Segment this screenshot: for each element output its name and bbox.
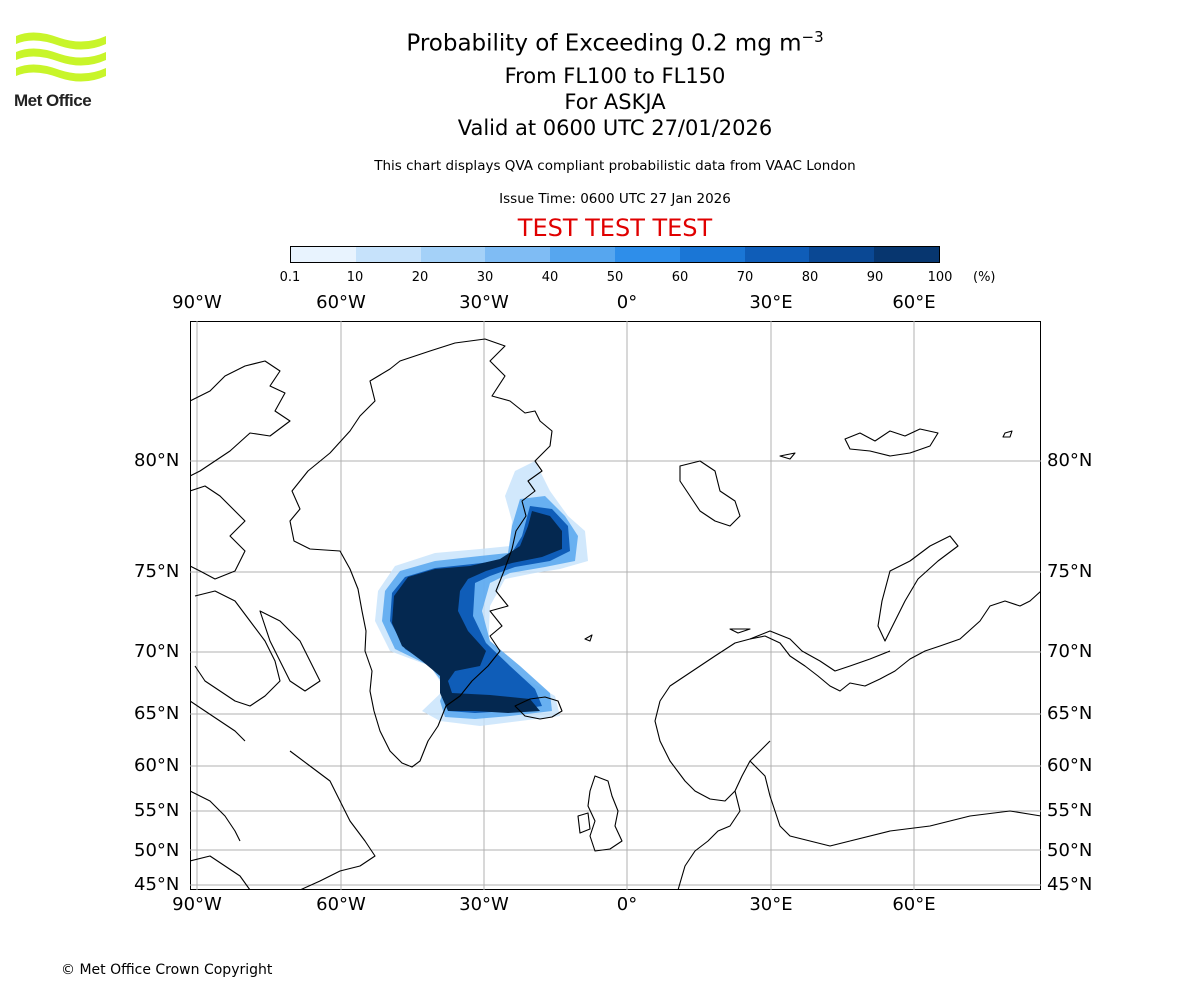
colorbar-tick-label: 90 — [866, 270, 884, 285]
chart-title: Probability of Exceeding 0.2 mg m−3 — [0, 28, 1200, 57]
top-longitude-label: 60°W — [316, 292, 366, 313]
top-longitude-label: 30°W — [459, 292, 509, 313]
colorbar-tick-label: 10 — [346, 270, 364, 285]
bottom-longitude-label: 60°E — [892, 894, 936, 915]
colorbar-swatch — [679, 247, 745, 262]
right-latitude-label: 60°N — [1047, 755, 1093, 776]
copyright-notice: © Met Office Crown Copyright — [61, 962, 273, 978]
colorbar-swatch — [355, 247, 421, 262]
colorbar-tick-label: 20 — [411, 270, 429, 285]
test-banner: TEST TEST TEST — [517, 214, 713, 242]
bottom-longitude-label: 0° — [616, 894, 638, 915]
right-latitude-label: 70°N — [1047, 641, 1093, 662]
colorbar-tick-label: 0.1 — [279, 270, 301, 285]
colorbar-swatch — [550, 247, 615, 262]
colorbar-swatch — [614, 247, 680, 262]
title-text: Probability of Exceeding 0.2 mg m — [406, 30, 802, 57]
colorbar-swatch — [485, 247, 551, 262]
ash-probability-map — [190, 321, 1041, 890]
colorbar-tick-label: 80 — [801, 270, 819, 285]
right-latitude-label: 65°N — [1047, 703, 1093, 724]
colorbar-tick-label: 100 — [927, 270, 953, 285]
left-latitude-label: 75°N — [134, 561, 180, 582]
volcano-name: For ASKJA — [564, 90, 666, 114]
colorbar-tick-label: 40 — [541, 270, 559, 285]
colorbar-tick-label: 30 — [476, 270, 494, 285]
left-latitude-label: 65°N — [134, 703, 180, 724]
left-latitude-label: 45°N — [134, 874, 180, 895]
right-latitude-label: 75°N — [1047, 561, 1093, 582]
top-longitude-label: 0° — [616, 292, 638, 313]
bottom-longitude-label: 30°E — [749, 894, 793, 915]
colorbar-swatch — [291, 247, 356, 262]
right-latitude-label: 50°N — [1047, 840, 1093, 861]
colorbar-tick-label: 70 — [736, 270, 754, 285]
top-longitude-label: 90°W — [172, 292, 222, 313]
coastlines — [190, 338, 1041, 890]
colorbar-swatch — [744, 247, 810, 262]
met-office-logo — [16, 32, 106, 82]
left-latitude-label: 70°N — [134, 641, 180, 662]
title-exponent: −3 — [801, 28, 824, 46]
left-latitude-label: 55°N — [134, 800, 180, 821]
right-latitude-label: 80°N — [1047, 450, 1093, 471]
valid-time: Valid at 0600 UTC 27/01/2026 — [457, 116, 773, 140]
bottom-longitude-label: 90°W — [172, 894, 222, 915]
bottom-longitude-label: 30°W — [459, 894, 509, 915]
colorbar-tick-label: 50 — [606, 270, 624, 285]
colorbar-swatch — [874, 247, 939, 262]
colorbar-swatch — [420, 247, 486, 262]
left-latitude-label: 60°N — [134, 755, 180, 776]
left-latitude-label: 80°N — [134, 450, 180, 471]
right-latitude-label: 55°N — [1047, 800, 1093, 821]
top-longitude-label: 30°E — [749, 292, 793, 313]
graticule — [190, 321, 1041, 890]
left-latitude-label: 50°N — [134, 840, 180, 861]
flight-level-range: From FL100 to FL150 — [504, 64, 726, 88]
bottom-longitude-label: 60°W — [316, 894, 366, 915]
logo-text: Met Office — [14, 91, 92, 110]
ash-plume — [375, 461, 588, 726]
colorbar-tick-label: 60 — [671, 270, 689, 285]
data-note: This chart displays QVA compliant probab… — [374, 158, 856, 174]
probability-colorbar — [290, 246, 940, 263]
right-latitude-label: 45°N — [1047, 874, 1093, 895]
top-longitude-label: 60°E — [892, 292, 936, 313]
colorbar-swatch — [809, 247, 875, 262]
colorbar-unit: (%) — [973, 270, 996, 285]
issue-time: Issue Time: 0600 UTC 27 Jan 2026 — [499, 191, 731, 207]
